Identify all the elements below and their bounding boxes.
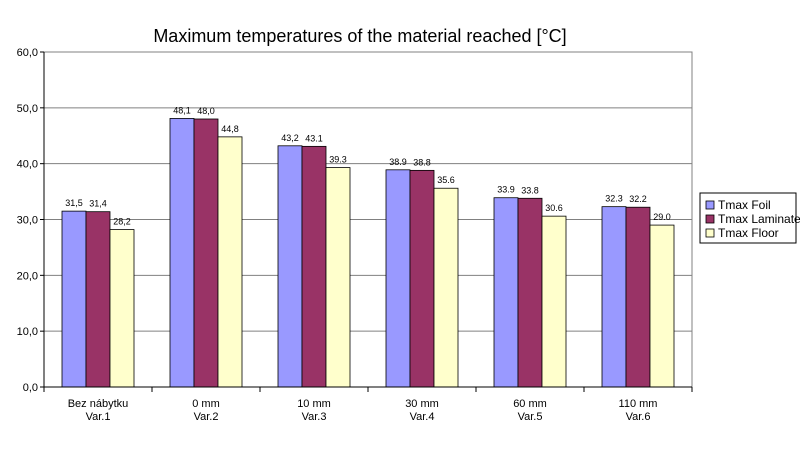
bar (193, 118, 219, 388)
legend-label: Tmax Floor (718, 226, 779, 240)
data-label: 43.1 (305, 133, 323, 143)
y-tick-label: 20,0 (17, 270, 38, 282)
gridlines (43, 51, 693, 388)
y-tick-label: 30,0 (17, 215, 38, 227)
x-tick-label: Var.4 (410, 411, 435, 423)
data-label: 43,2 (281, 133, 299, 143)
bar (217, 136, 243, 388)
x-tick-label: 0 mm (192, 398, 220, 410)
bar (301, 145, 327, 388)
bar (385, 169, 411, 388)
bar (85, 211, 111, 388)
data-label: 48,0 (197, 106, 215, 116)
data-label: 29.0 (653, 212, 671, 222)
y-axis: 0,0 10,0 20,0 30,0 40,0 50,0 60,0 (17, 47, 45, 394)
bar (277, 145, 303, 388)
data-label: 44,8 (221, 124, 239, 134)
legend-box (699, 192, 797, 244)
data-label: 38.8 (413, 157, 431, 167)
bar (169, 118, 195, 388)
bar (601, 206, 627, 388)
legend-swatch (705, 214, 715, 224)
data-label: 31,4 (89, 199, 107, 209)
data-label: 32.2 (629, 194, 647, 204)
data-label: 38.9 (389, 157, 407, 167)
x-tick-label: 30 mm (405, 398, 439, 410)
x-tick-label: Var.1 (86, 411, 111, 423)
data-label: 33.8 (521, 185, 539, 195)
data-label: 32.3 (605, 194, 623, 204)
bar (541, 215, 567, 388)
data-label: 39.3 (329, 155, 347, 165)
bar (61, 210, 87, 388)
x-tick-label: Var.2 (194, 411, 219, 423)
legend-label: Tmax Foil (718, 198, 771, 212)
data-label: 35.6 (437, 175, 455, 185)
x-tick-label: 60 mm (513, 398, 547, 410)
bar (493, 197, 519, 388)
legend-swatch (705, 228, 715, 238)
bar (517, 197, 543, 388)
chart-title: Maximum temperatures of the material rea… (153, 26, 566, 46)
bar (409, 169, 435, 388)
bars: 31,5 31,4 28,2 48,1 48,0 44,8 43,2 43.1 39.3 38.9… (61, 105, 675, 388)
y-tick-label: 40,0 (17, 159, 38, 171)
y-tick-label: 10,0 (17, 326, 38, 338)
x-tick-label: Var.3 (302, 411, 327, 423)
x-tick-label: Var.6 (626, 411, 651, 423)
bar (109, 229, 135, 388)
data-label: 33.9 (497, 185, 515, 195)
x-tick-label: Bez nábytku (68, 398, 129, 410)
bar (433, 187, 459, 388)
data-label: 31,5 (65, 198, 83, 208)
legend-swatch (705, 200, 715, 210)
data-label: 48,1 (173, 105, 191, 115)
data-label: 30.6 (545, 203, 563, 213)
y-tick-label: 50,0 (17, 103, 38, 115)
y-tick-label: 60,0 (17, 47, 38, 59)
x-tick-label: Var.5 (518, 411, 543, 423)
data-label: 28,2 (113, 217, 131, 227)
bar (649, 224, 675, 388)
x-tick-label: 10 mm (297, 398, 331, 410)
legend-label: Tmax Laminate (718, 212, 800, 226)
y-tick-label: 0,0 (23, 382, 38, 394)
bar (625, 206, 651, 388)
x-tick-label: 110 mm (619, 398, 658, 410)
bar (325, 167, 351, 388)
